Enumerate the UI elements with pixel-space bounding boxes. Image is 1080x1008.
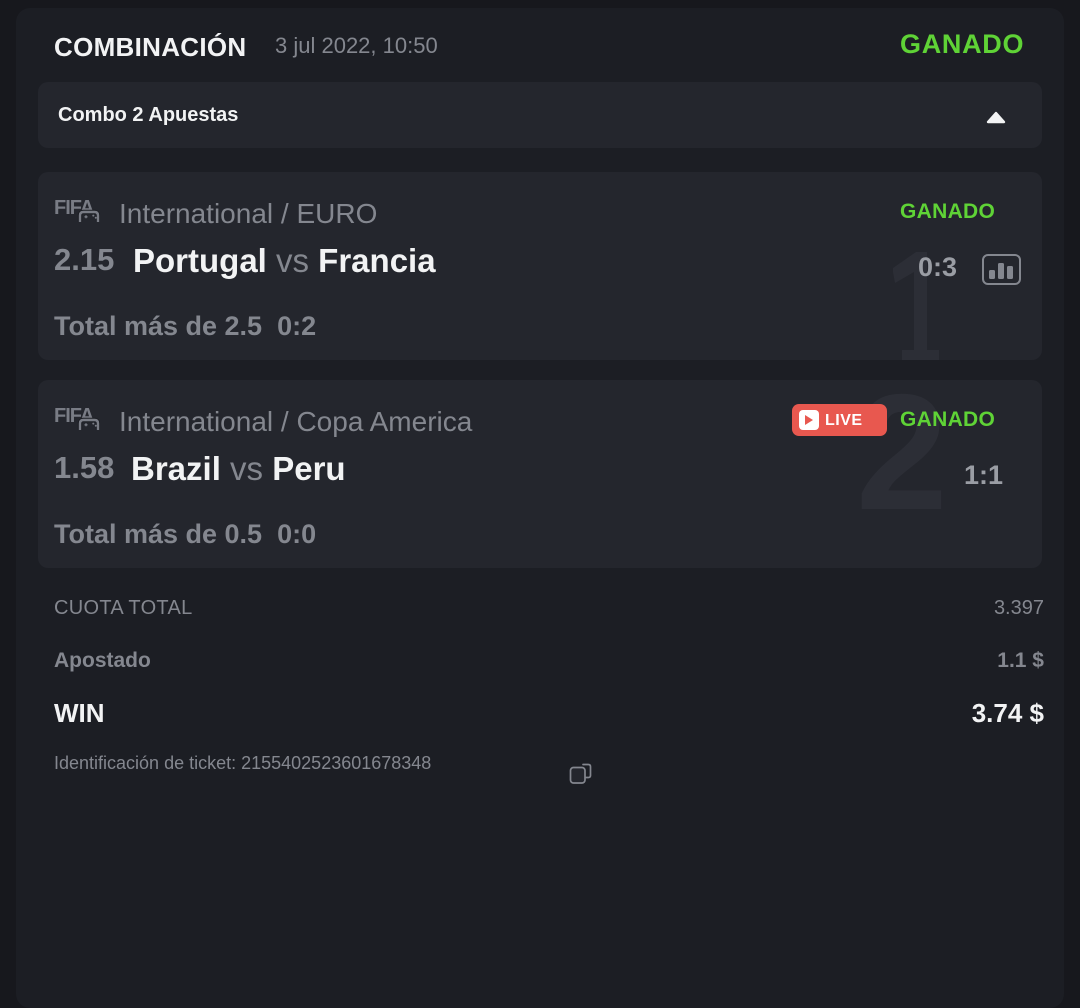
svg-text:FIFA: FIFA xyxy=(54,405,94,427)
svg-text:FIFA: FIFA xyxy=(54,197,94,219)
